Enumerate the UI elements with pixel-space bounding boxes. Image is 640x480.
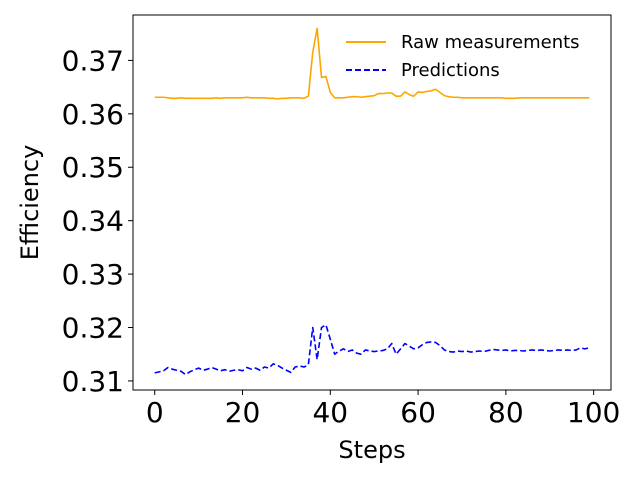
legend-label: Predictions <box>401 60 500 81</box>
y-tick-label: 0.33 <box>62 258 124 291</box>
y-tick-label: 0.35 <box>62 151 124 184</box>
legend: Raw measurements Predictions <box>346 32 580 81</box>
axes-frame <box>132 14 612 391</box>
y-tick-label: 0.34 <box>62 205 124 238</box>
x-tick-label: 0 <box>146 396 164 429</box>
y-tick-label: 0.36 <box>62 98 124 131</box>
x-axis-label: Steps <box>338 436 405 464</box>
x-tick-label: 60 <box>400 396 436 429</box>
legend-label: Raw measurements <box>401 32 580 53</box>
y-axis-ticks: 0.31 0.32 0.33 0.34 0.35 0.36 0.37 <box>62 44 133 398</box>
x-tick-label: 100 <box>567 396 620 429</box>
series-line-raw-measurements <box>154 27 590 100</box>
x-tick-label: 20 <box>225 396 261 429</box>
x-axis-ticks: 0 20 40 60 80 100 <box>146 390 620 429</box>
y-tick-label: 0.32 <box>62 312 124 345</box>
plot-area <box>132 14 612 391</box>
series-layer <box>154 27 590 376</box>
series-line-predictions <box>154 324 590 376</box>
y-axis-label: Efficiency <box>16 145 44 261</box>
y-tick-label: 0.37 <box>62 44 124 77</box>
y-tick-label: 0.31 <box>62 365 124 398</box>
x-tick-label: 40 <box>312 396 348 429</box>
x-tick-label: 80 <box>488 396 524 429</box>
